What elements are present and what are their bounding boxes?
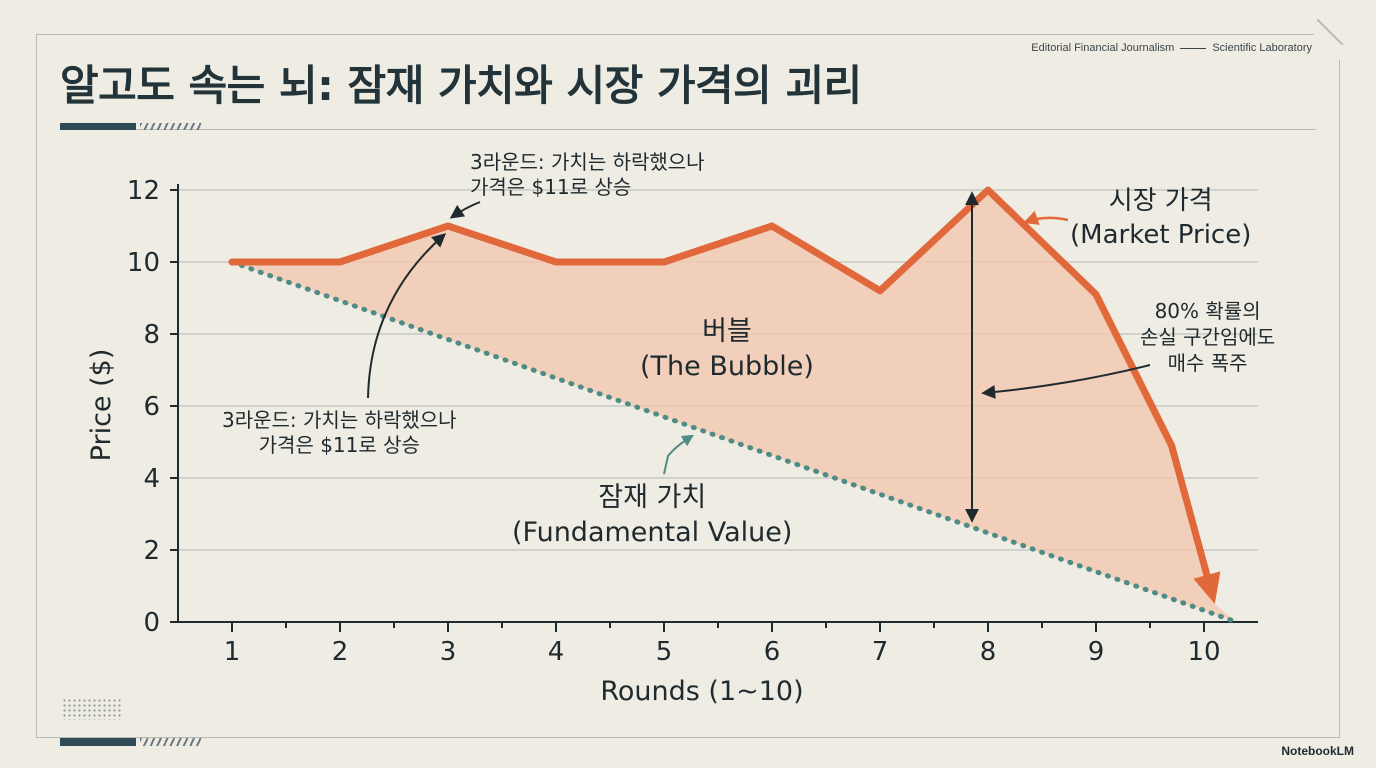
x-tick-label-9: 9 <box>1088 637 1105 667</box>
annotation-round3-left: 3라운드: 가치는 하락했으나 가격은 $11로 상승 <box>222 408 457 458</box>
annotation-fundamental-ko: 잠재 가치 <box>598 482 707 513</box>
title-hatch <box>140 123 202 130</box>
annotation-round3-top-line2: 가격은 $11로 상승 <box>470 175 632 199</box>
y-tick-label-2: 2 <box>143 536 160 566</box>
annotation-round3-left-line2: 가격은 $11로 상승 <box>258 433 420 457</box>
market-price-point-7 <box>877 287 883 294</box>
market-price-point-6 <box>769 223 775 229</box>
x-tick-labels: 1 2 3 4 5 6 7 8 9 10 <box>224 637 1221 667</box>
bottom-hatch <box>140 738 202 746</box>
market-price-line <box>228 186 1176 450</box>
market-price-point-5 <box>661 259 667 265</box>
x-axis-label: Rounds (1~10) <box>600 676 803 707</box>
decorative-dot-grid <box>62 698 122 720</box>
brand-name: NotebookLM <box>1281 744 1354 758</box>
y-tick-label-8: 8 <box>143 320 160 350</box>
annotation-buying-frenzy: 80% 확률의 손실 구간임에도 매수 폭주 <box>1140 298 1275 376</box>
y-tick-label-4: 4 <box>143 464 160 494</box>
arrow-market-label <box>1023 210 1069 225</box>
market-price-point-4 <box>553 259 559 265</box>
y-tick-label-0: 0 <box>143 608 160 638</box>
market-price-point-10 <box>1168 442 1175 449</box>
annotation-bubble: 버블 (The Bubble) <box>640 314 814 384</box>
title-accent-bar <box>60 123 136 130</box>
annotation-buying-line1: 80% 확률의 <box>1154 299 1261 323</box>
brand-logo: NotebookLM <box>1281 744 1354 758</box>
x-tick-label-2: 2 <box>332 637 349 667</box>
annotation-round3-top-line1: 3라운드: 가치는 하락했으나 <box>470 150 705 174</box>
bubble-area <box>232 190 1237 622</box>
x-tick-label-5: 5 <box>656 637 673 667</box>
annotation-bubble-en: (The Bubble) <box>640 351 814 383</box>
y-tick-label-10: 10 <box>127 248 160 278</box>
x-tick-label-3: 3 <box>440 637 457 667</box>
header-tag-separator <box>1180 47 1207 49</box>
annotation-market-en: (Market Price) <box>1070 219 1252 250</box>
x-tick-label-1: 1 <box>224 637 241 667</box>
x-tick-label-10: 10 <box>1187 637 1220 667</box>
y-tick-labels: 0 2 4 6 8 10 12 <box>127 176 160 638</box>
market-price-point-9 <box>1093 291 1099 298</box>
y-axis-label: Price ($) <box>86 349 117 462</box>
arrow-fundamental <box>663 434 695 475</box>
annotation-round3-top: 3라운드: 가치는 하락했으나 가격은 $11로 상승 <box>470 150 705 200</box>
x-tick-label-7: 7 <box>872 637 889 667</box>
annotation-market: 시장 가격 (Market Price) <box>1070 185 1251 253</box>
annotation-bubble-ko: 버블 <box>702 316 752 347</box>
arrow-buying-frenzy <box>981 364 1151 399</box>
page-title: 알고도 속는 뇌: 잠재 가치와 시장 가격의 괴리 <box>60 61 862 110</box>
annotation-fundamental: 잠재 가치 (Fundamental Value) <box>512 480 792 550</box>
market-price-point-8 <box>985 187 991 193</box>
market-price-final-segment <box>1168 442 1211 579</box>
x-tick-label-4: 4 <box>548 637 565 667</box>
series-group <box>228 186 1239 625</box>
title-rule <box>60 129 1316 130</box>
market-price-point-3 <box>445 223 451 229</box>
annotation-buying-line2: 손실 구간임에도 <box>1140 325 1276 349</box>
x-tick-label-6: 6 <box>764 637 781 667</box>
fundamental-value-line <box>229 259 1239 625</box>
arrow-left-annotation <box>367 233 447 399</box>
annotation-buying-line3: 매수 폭주 <box>1167 351 1248 375</box>
annotation-round3-left-line1: 3라운드: 가치는 하락했으나 <box>222 408 457 432</box>
header-tags: Editorial Financial Journalism Scientific… <box>1031 42 1312 54</box>
header-tag-left: Editorial Financial Journalism <box>1031 42 1175 54</box>
bottom-accent-bar <box>60 738 136 746</box>
y-tick-label-12: 12 <box>127 176 160 206</box>
annotation-fundamental-en: (Fundamental Value) <box>512 517 793 549</box>
market-price-arrowhead <box>1193 571 1221 604</box>
y-tick-label-6: 6 <box>143 392 160 422</box>
arrow-top-annotation <box>449 201 481 219</box>
outer-frame <box>36 34 1340 738</box>
market-price-point-2 <box>337 259 343 265</box>
axes <box>170 184 1258 632</box>
annotation-market-ko: 시장 가격 <box>1108 186 1213 216</box>
market-price-point-1 <box>229 259 235 265</box>
header-tag-right: Scientific Laboratory <box>1212 42 1312 54</box>
x-tick-label-8: 8 <box>980 637 997 667</box>
